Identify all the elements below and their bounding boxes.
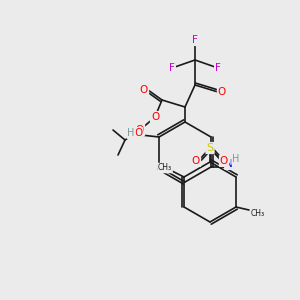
Text: CH₃: CH₃ [158,164,172,172]
Text: O: O [192,156,200,166]
Text: H: H [232,154,240,164]
Text: O: O [136,125,144,135]
Text: S: S [206,143,214,153]
Text: O: O [134,128,142,138]
Text: N: N [225,159,233,169]
Text: O: O [140,85,148,95]
Text: O: O [220,156,228,166]
Text: O: O [151,112,159,122]
Text: F: F [192,35,198,45]
Text: F: F [215,63,221,73]
Text: F: F [169,63,175,73]
Text: O: O [218,87,226,97]
Text: CH₃: CH₃ [251,208,265,217]
Text: H: H [127,128,135,138]
